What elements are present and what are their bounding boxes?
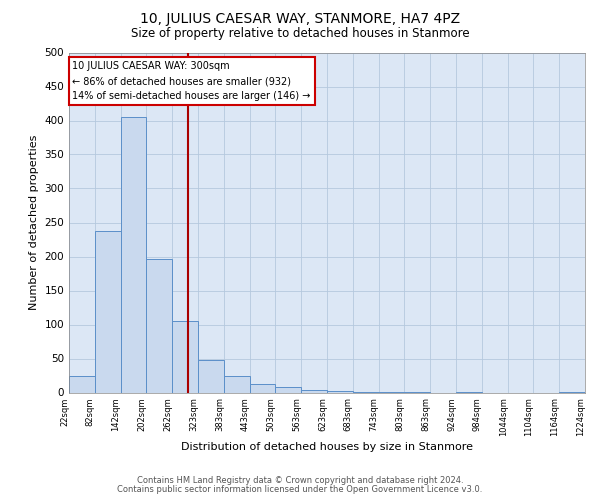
Y-axis label: Number of detached properties: Number of detached properties <box>29 135 39 310</box>
Text: Size of property relative to detached houses in Stanmore: Size of property relative to detached ho… <box>131 28 469 40</box>
Bar <box>121 117 146 392</box>
Bar <box>301 390 327 392</box>
Bar <box>250 384 275 392</box>
Bar <box>95 232 121 392</box>
Text: Contains public sector information licensed under the Open Government Licence v3: Contains public sector information licen… <box>118 485 482 494</box>
Bar <box>275 387 301 392</box>
Bar <box>198 360 224 392</box>
Bar <box>146 258 172 392</box>
Text: 10 JULIUS CAESAR WAY: 300sqm
← 86% of detached houses are smaller (932)
14% of s: 10 JULIUS CAESAR WAY: 300sqm ← 86% of de… <box>73 62 311 101</box>
Text: 10, JULIUS CAESAR WAY, STANMORE, HA7 4PZ: 10, JULIUS CAESAR WAY, STANMORE, HA7 4PZ <box>140 12 460 26</box>
Bar <box>224 376 250 392</box>
X-axis label: Distribution of detached houses by size in Stanmore: Distribution of detached houses by size … <box>181 442 473 452</box>
Bar <box>327 391 353 392</box>
Bar <box>172 321 198 392</box>
Bar <box>69 376 95 392</box>
Text: Contains HM Land Registry data © Crown copyright and database right 2024.: Contains HM Land Registry data © Crown c… <box>137 476 463 485</box>
